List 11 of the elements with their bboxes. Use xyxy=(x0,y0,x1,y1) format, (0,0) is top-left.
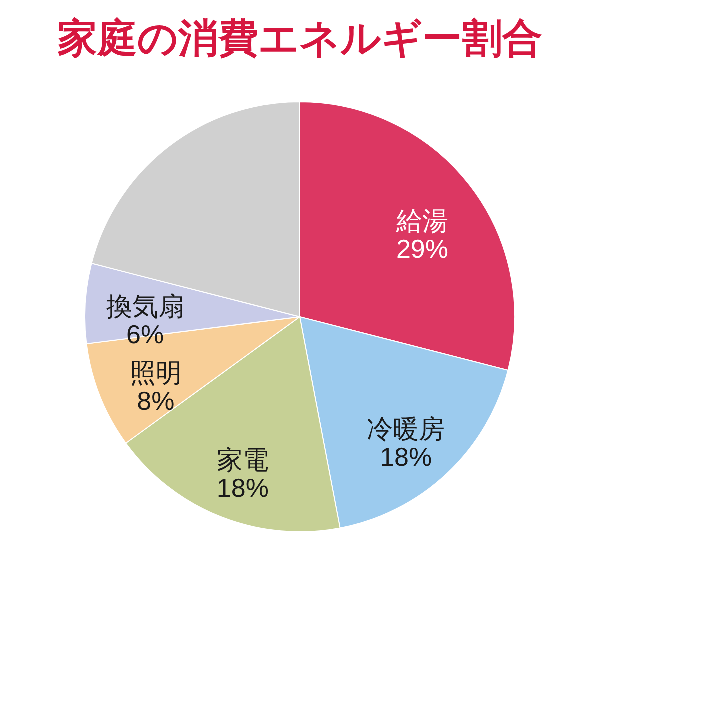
data-label: 8% xyxy=(137,386,175,416)
data-label: 29% xyxy=(396,234,448,264)
data-label: 18% xyxy=(216,473,269,504)
data-label: 6% xyxy=(126,319,164,350)
slice-label: 冷暖房 xyxy=(367,414,446,444)
slice-label: 家電 xyxy=(216,445,269,476)
slice-label: 照明 xyxy=(130,358,182,388)
chart-title: 家庭の消費エネルギー割合 xyxy=(58,17,542,61)
slice-label: 給湯 xyxy=(395,206,448,236)
data-label: 18% xyxy=(380,442,432,472)
slice-label: 換気扇 xyxy=(106,291,184,322)
